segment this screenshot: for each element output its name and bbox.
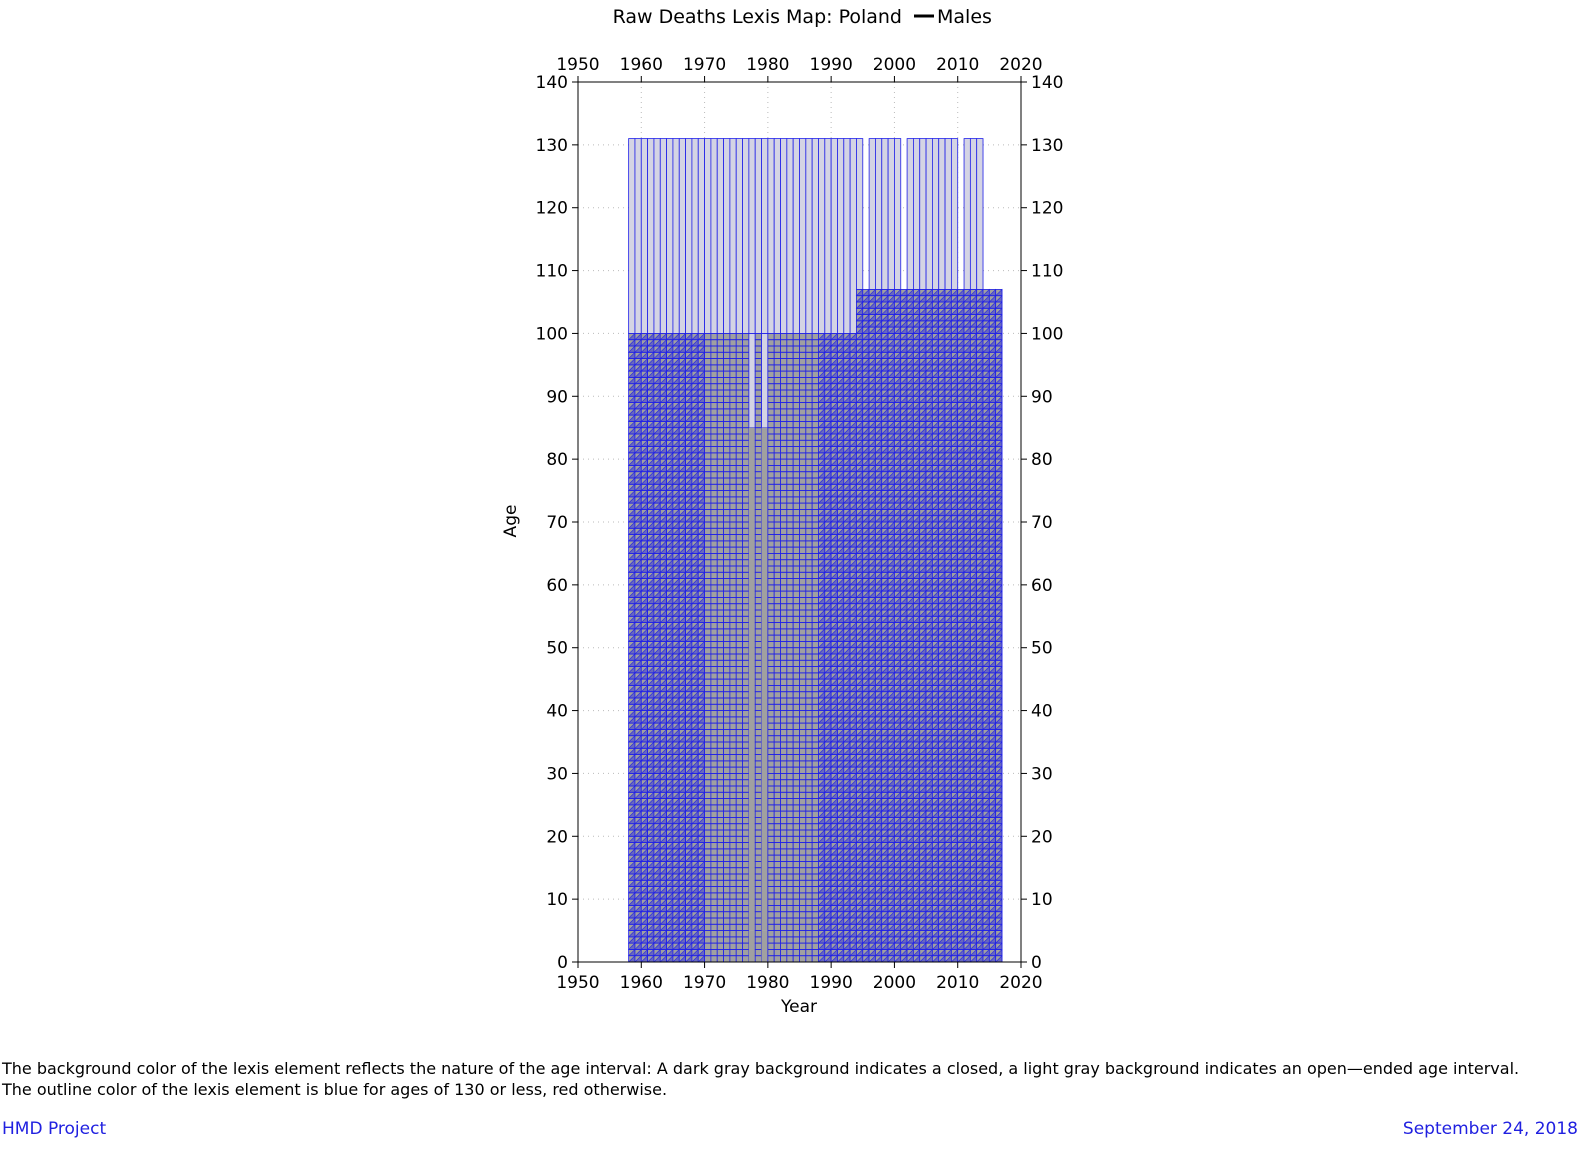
lexis-open-element (678, 138, 686, 334)
lexis-open-element (754, 138, 762, 334)
lexis-open-element (704, 138, 712, 334)
lexis-gap-element (748, 427, 756, 931)
lexis-open-element (653, 138, 661, 334)
lexis-open-element (685, 138, 693, 334)
lexis-open-element (780, 138, 788, 334)
lexis-open-element (824, 138, 832, 334)
lexis-open-element (830, 138, 838, 334)
lexis-open-element (729, 138, 737, 334)
lexis-elements (627, 138, 1003, 962)
lexis-open-element (786, 138, 794, 334)
lexis-gap-element (748, 930, 756, 962)
chart-title: Raw Deaths Lexis Map: Poland Males (613, 6, 992, 28)
chart-title-series: Males (937, 6, 992, 28)
lexis-gap-element (761, 427, 768, 931)
lexis-open-element (742, 138, 750, 334)
lexis-open-element (818, 138, 826, 334)
lexis-open-element (659, 138, 667, 334)
lexis-open-element (735, 138, 743, 334)
lexis-open-element (634, 138, 642, 334)
lexis-open-element (805, 138, 813, 334)
lexis-open-element (640, 138, 649, 334)
lexis-open-element (647, 138, 655, 334)
lexis-open-element (691, 138, 699, 334)
lexis-open-element (792, 138, 800, 334)
lexis-open-element (799, 138, 807, 334)
lexis-open-element (761, 138, 769, 334)
lexis-open-element (666, 138, 674, 334)
lexis-gap-element (761, 930, 768, 962)
lexis-open-element (723, 138, 731, 334)
lexis-open-element (837, 138, 845, 334)
lexis-open-element (811, 138, 819, 334)
lexis-open-element (628, 138, 636, 334)
lexis-open-element (773, 138, 781, 334)
lexis-open-element (767, 138, 775, 334)
lexis-open-element (761, 333, 769, 429)
lexis-open-element (748, 138, 756, 334)
lexis-open-element (697, 138, 705, 334)
lexis-open-element (748, 333, 756, 429)
lexis-open-element (716, 138, 724, 334)
chart-title-text: Raw Deaths Lexis Map: Poland (613, 6, 902, 28)
lexis-open-element (672, 138, 680, 334)
lexis-open-element (710, 138, 718, 334)
